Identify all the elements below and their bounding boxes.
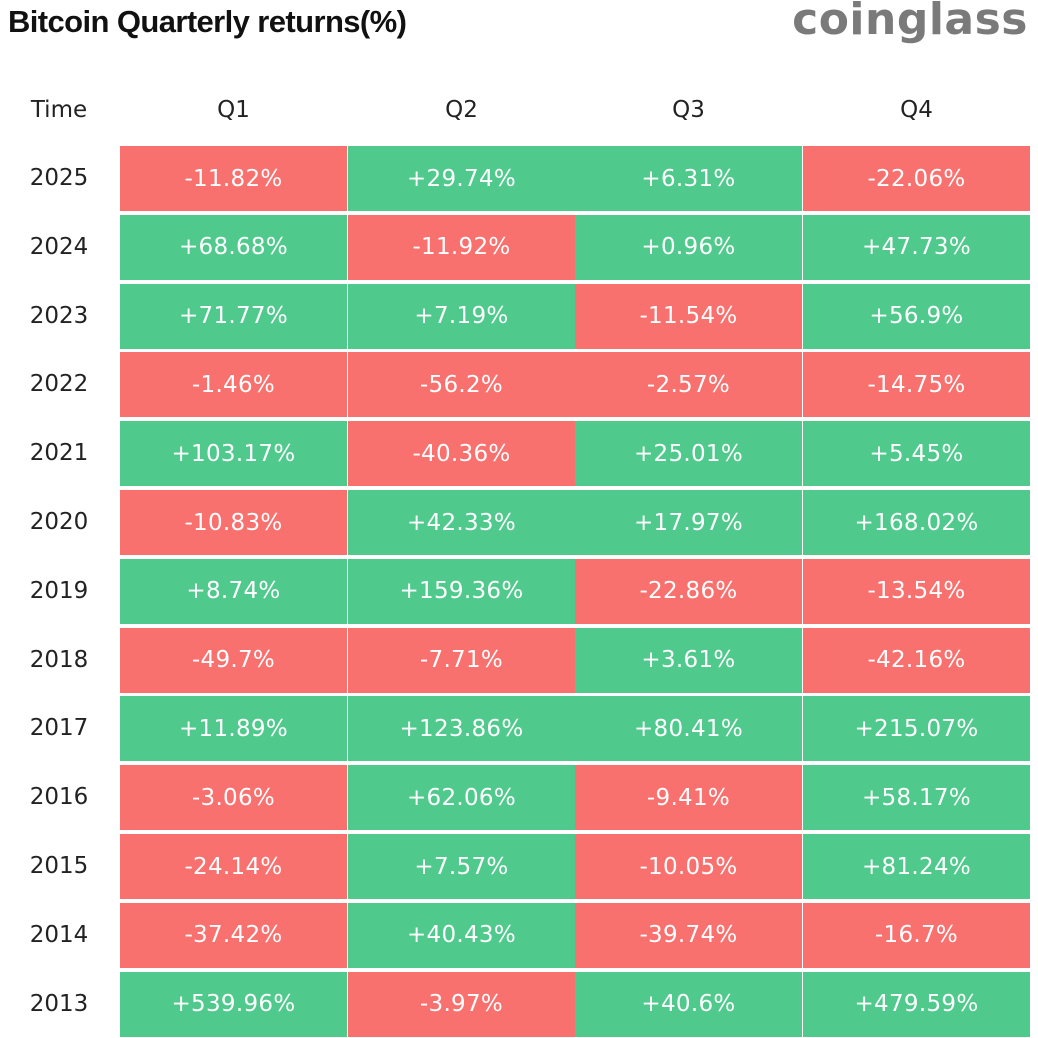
cell-2023-q4: +56.9% xyxy=(803,283,1030,349)
cell-2019-q3: -22.86% xyxy=(575,558,802,624)
column-header-q1: Q1 xyxy=(217,97,250,123)
cell-2014-q3: -39.74% xyxy=(575,902,802,968)
cell-2015-q4: +81.24% xyxy=(803,834,1030,899)
cell-2023-q3: -11.54% xyxy=(575,283,802,349)
cell-2017-q2: +123.86% xyxy=(348,696,575,762)
row-label-2023: 2023 xyxy=(29,302,89,329)
cell-2022-q4: -14.75% xyxy=(803,352,1030,418)
cell-2013-q3: +40.6% xyxy=(575,971,802,1037)
row-label-2022: 2022 xyxy=(29,371,89,398)
cell-2021-q3: +25.01% xyxy=(575,421,802,487)
column-header-q3: Q3 xyxy=(672,97,705,123)
cell-2018-q4: -42.16% xyxy=(803,627,1030,693)
cell-2014-q1: -37.42% xyxy=(120,902,347,968)
cell-2014-q4: -16.7% xyxy=(803,902,1030,968)
cell-2018-q1: -49.7% xyxy=(120,627,347,693)
cell-2024-q3: +0.96% xyxy=(575,214,802,280)
column-header-q4: Q4 xyxy=(900,97,933,123)
cell-2019-q1: +8.74% xyxy=(120,558,347,624)
row-label-2025: 2025 xyxy=(29,165,89,191)
cell-2022-q2: -56.2% xyxy=(348,352,575,418)
cell-2025-q1: -11.82% xyxy=(120,146,347,211)
cell-2025-q3: +6.31% xyxy=(575,146,802,211)
row-label-2014: 2014 xyxy=(29,921,89,948)
cell-2024-q2: -11.92% xyxy=(348,214,575,280)
row-label-2020: 2020 xyxy=(29,509,89,535)
cell-2020-q2: +42.33% xyxy=(348,490,575,555)
row-label-2019: 2019 xyxy=(29,577,89,604)
row-label-2021: 2021 xyxy=(29,440,89,467)
cell-2020-q3: +17.97% xyxy=(575,490,802,555)
row-label-2015: 2015 xyxy=(29,853,89,879)
row-label-2013: 2013 xyxy=(29,990,89,1017)
cell-2013-q2: -3.97% xyxy=(348,971,575,1037)
cell-2016-q4: +58.17% xyxy=(803,765,1030,831)
row-label-2016: 2016 xyxy=(29,784,89,811)
cell-2025-q2: +29.74% xyxy=(348,146,575,211)
row-label-2024: 2024 xyxy=(29,233,89,260)
cell-2024-q1: +68.68% xyxy=(120,214,347,280)
cell-2015-q2: +7.57% xyxy=(348,834,575,899)
cell-2022-q1: -1.46% xyxy=(120,352,347,418)
cell-2016-q3: -9.41% xyxy=(575,765,802,831)
cell-2013-q4: +479.59% xyxy=(803,971,1030,1037)
cell-2024-q4: +47.73% xyxy=(803,214,1030,280)
cell-2014-q2: +40.43% xyxy=(348,902,575,968)
cell-2016-q2: +62.06% xyxy=(348,765,575,831)
column-header-q2: Q2 xyxy=(445,97,478,123)
cell-2013-q1: +539.96% xyxy=(120,971,347,1037)
cell-2020-q4: +168.02% xyxy=(803,490,1030,555)
cell-2021-q2: -40.36% xyxy=(348,421,575,487)
cell-2021-q1: +103.17% xyxy=(120,421,347,487)
cell-2025-q4: -22.06% xyxy=(803,146,1030,211)
cell-2017-q1: +11.89% xyxy=(120,696,347,762)
cell-2022-q3: -2.57% xyxy=(575,352,802,418)
cell-2015-q1: -24.14% xyxy=(120,834,347,899)
column-header-time: Time xyxy=(30,97,88,123)
cell-2023-q2: +7.19% xyxy=(348,283,575,349)
cell-2023-q1: +71.77% xyxy=(120,283,347,349)
cell-2019-q4: -13.54% xyxy=(803,558,1030,624)
cell-2015-q3: -10.05% xyxy=(575,834,802,899)
cell-2018-q2: -7.71% xyxy=(348,627,575,693)
page-title: Bitcoin Quarterly returns(%) xyxy=(8,4,407,39)
cell-2019-q2: +159.36% xyxy=(348,558,575,624)
cell-2017-q4: +215.07% xyxy=(803,696,1030,762)
cell-2017-q3: +80.41% xyxy=(575,696,802,762)
cell-2020-q1: -10.83% xyxy=(120,490,347,555)
row-label-2017: 2017 xyxy=(29,715,89,742)
row-label-2018: 2018 xyxy=(29,646,89,673)
cell-2018-q3: +3.61% xyxy=(575,627,802,693)
brand-logo: coinglass xyxy=(792,0,1028,45)
cell-2016-q1: -3.06% xyxy=(120,765,347,831)
cell-2021-q4: +5.45% xyxy=(803,421,1030,487)
